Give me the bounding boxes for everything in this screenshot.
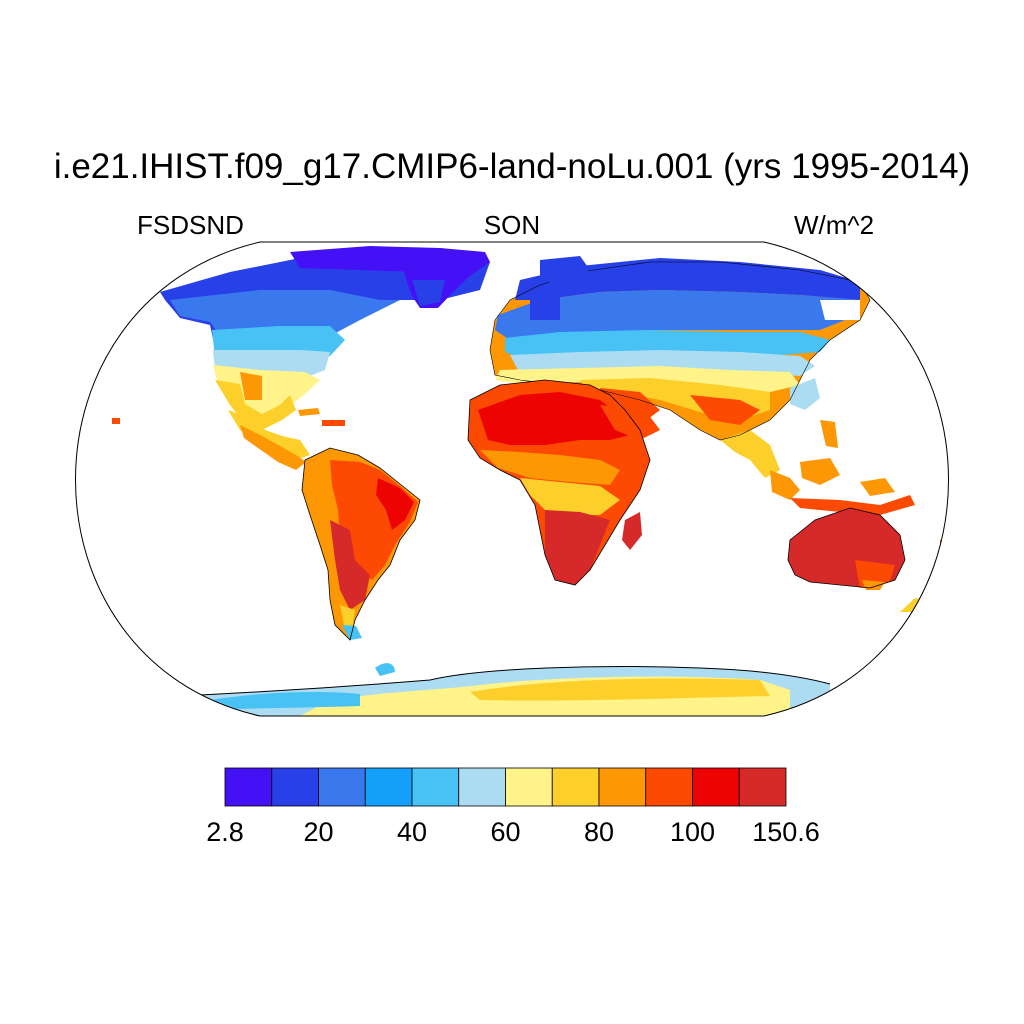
south-america	[301, 447, 421, 641]
colorbar-swatch	[458, 767, 506, 807]
colorbar-tick-label: 2.8	[206, 817, 244, 847]
northern-europe	[505, 256, 590, 336]
units-label: W/m^2	[794, 210, 875, 240]
colorbar-swatch	[645, 767, 693, 807]
colorbar-tick-label: 150.6	[752, 817, 820, 847]
eurasia	[489, 258, 871, 478]
colorbar-tick-label: 100	[669, 817, 716, 847]
caribbean	[112, 408, 345, 426]
colorbar-tick-label: 80	[583, 817, 615, 847]
antarctica	[199, 663, 831, 716]
land-field	[112, 246, 949, 716]
colorbar-swatch	[364, 767, 413, 807]
colorbar-swatch	[224, 767, 273, 807]
greenland	[400, 248, 490, 308]
colorbar-swatch	[692, 767, 740, 807]
globe-outline	[75, 241, 949, 717]
colorbar-swatch	[318, 767, 366, 807]
australia	[787, 507, 906, 590]
colorbar-swatch	[411, 767, 460, 807]
colorbar	[224, 767, 787, 807]
colorbar-swatch	[551, 767, 600, 807]
colorbar-swatch	[505, 767, 553, 807]
variable-label: FSDSND	[137, 210, 244, 240]
map-title: i.e21.IHIST.f09_g17.CMIP6-land-noLu.001 …	[53, 147, 971, 186]
season-label: SON	[483, 210, 541, 240]
maritime-southeast-asia	[770, 458, 949, 546]
colorbar-tick-label: 60	[490, 817, 521, 847]
africa	[467, 379, 660, 586]
colorbar-tick-label: 20	[303, 817, 334, 847]
colorbar-swatch	[738, 767, 787, 807]
colorbar-swatch	[598, 767, 647, 807]
colorbar-swatch	[271, 767, 319, 807]
colorbar-tick-label: 40	[396, 817, 428, 847]
